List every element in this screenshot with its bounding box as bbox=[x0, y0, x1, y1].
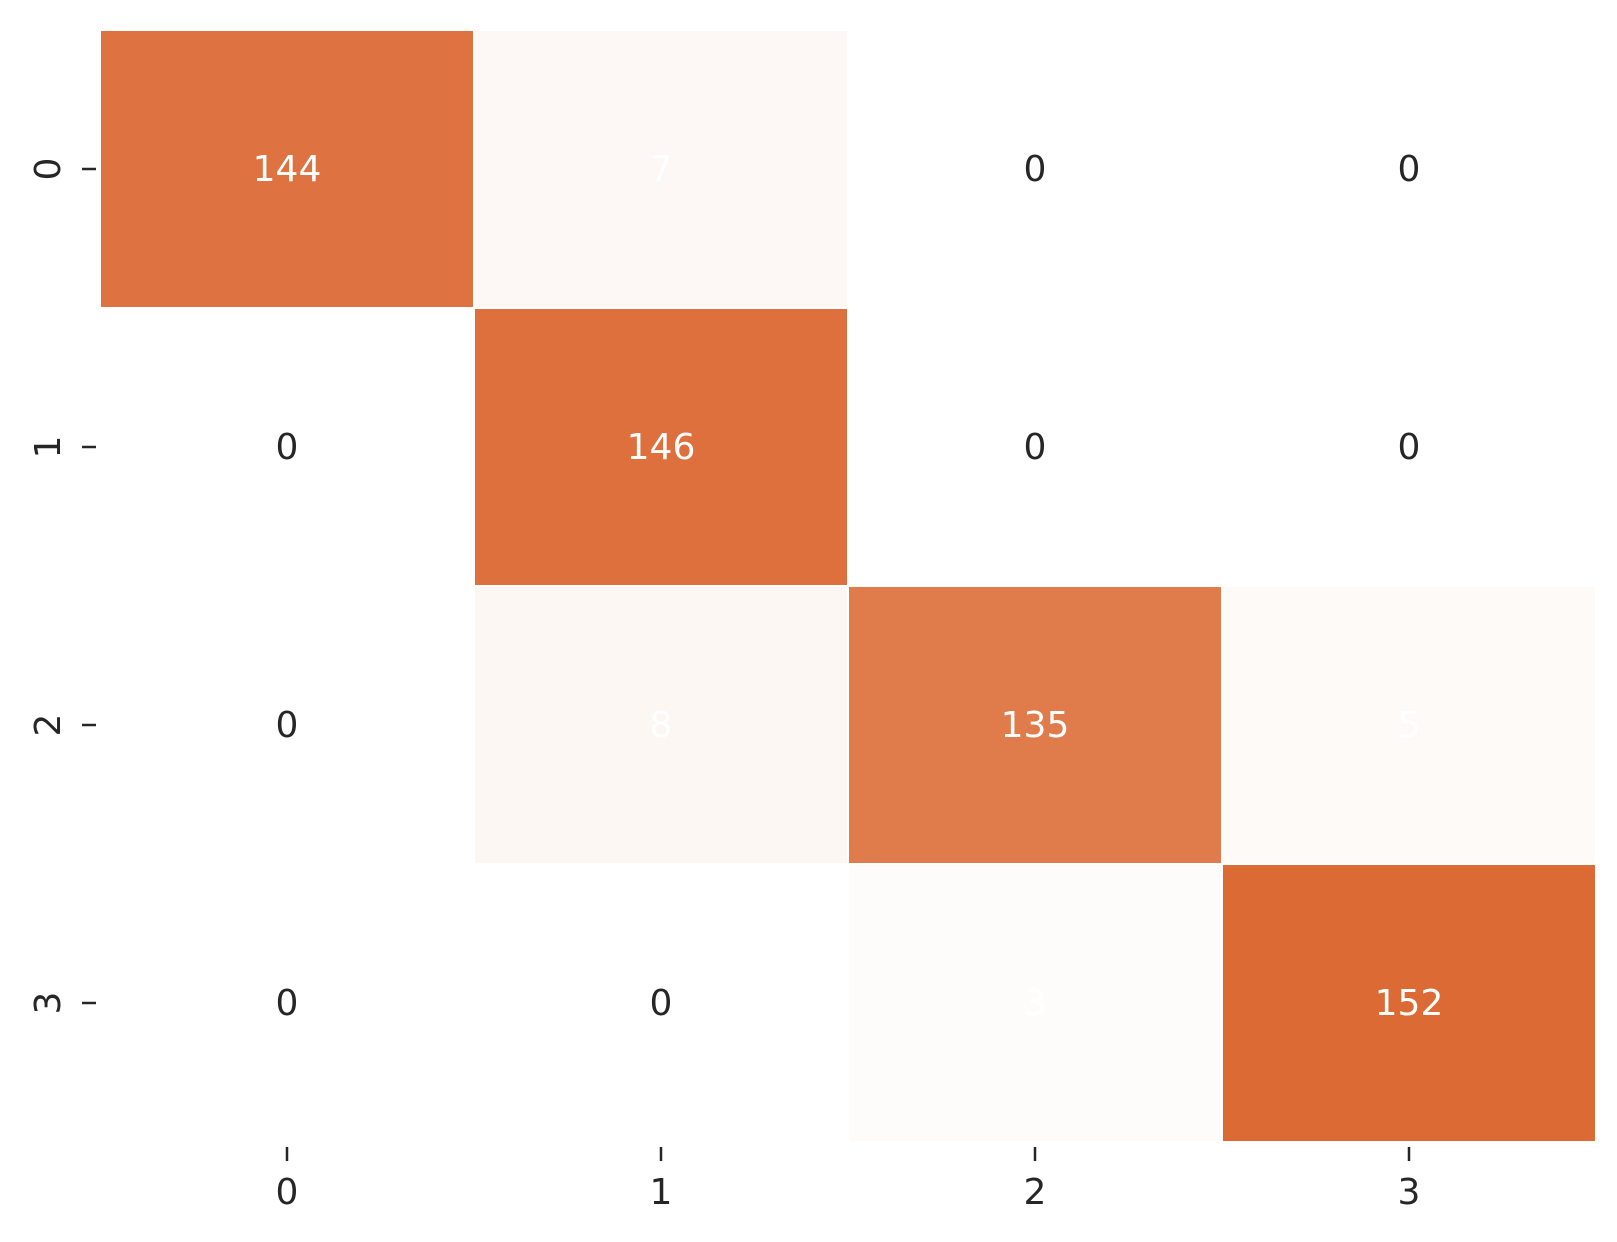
cell-label-r1-c3: 0 bbox=[1398, 427, 1421, 468]
cell-label-r2-c2: 135 bbox=[1001, 705, 1070, 746]
cell-label-r3-c3: 152 bbox=[1375, 983, 1444, 1024]
x-tick-label-2: 2 bbox=[1024, 1172, 1047, 1213]
cell-label-r2-c3: 5 bbox=[1398, 705, 1421, 746]
cell-label-r0-c2: 0 bbox=[1024, 149, 1047, 190]
heatmap-cell-r2-c3 bbox=[1223, 587, 1595, 863]
cell-label-r2-c0: 0 bbox=[276, 705, 299, 746]
cell-label-r3-c2: 3 bbox=[1024, 983, 1047, 1024]
heatmap-cell-r1-c0 bbox=[101, 309, 473, 585]
heatmap-cell-r3-c3 bbox=[1223, 865, 1595, 1141]
y-tick-label-3: 3 bbox=[28, 992, 69, 1015]
cell-label-r1-c2: 0 bbox=[1024, 427, 1047, 468]
cell-label-r0-c3: 0 bbox=[1398, 149, 1421, 190]
cell-annotations: 144 7 0 0 0 146 0 0 0 8 135 5 0 0 3 152 bbox=[253, 149, 1444, 1024]
heatmap-cell-r3-c1 bbox=[475, 865, 847, 1141]
y-axis: 0 1 2 3 bbox=[28, 158, 96, 1015]
heatmap-cell-r3-c2 bbox=[849, 865, 1221, 1141]
heatmap-cell-r1-c1 bbox=[475, 309, 847, 585]
heatmap-cell-r0-c2 bbox=[849, 31, 1221, 307]
x-tick-label-1: 1 bbox=[650, 1172, 673, 1213]
heatmap-cell-r0-c1 bbox=[475, 31, 847, 307]
heatmap-cell-r0-c0 bbox=[101, 31, 473, 307]
cell-label-r0-c0: 144 bbox=[253, 149, 322, 190]
x-axis: 0 1 2 3 bbox=[276, 1147, 1421, 1213]
heatmap-cell-r2-c2 bbox=[849, 587, 1221, 863]
heatmap-cell-r2-c0 bbox=[101, 587, 473, 863]
y-tick-label-0: 0 bbox=[28, 158, 69, 181]
cell-label-r1-c1: 146 bbox=[627, 427, 696, 468]
y-tick-label-1: 1 bbox=[28, 436, 69, 459]
x-tick-label-0: 0 bbox=[276, 1172, 299, 1213]
cell-label-r0-c1: 7 bbox=[650, 149, 673, 190]
heatmap-cell-r1-c2 bbox=[849, 309, 1221, 585]
cell-label-r3-c0: 0 bbox=[276, 983, 299, 1024]
y-tick-label-2: 2 bbox=[28, 714, 69, 737]
heatmap-cell-r2-c1 bbox=[475, 587, 847, 863]
heatmap-cell-r3-c0 bbox=[101, 865, 473, 1141]
x-tick-label-3: 3 bbox=[1398, 1172, 1421, 1213]
heatmap-cells bbox=[101, 31, 1595, 1141]
cell-label-r2-c1: 8 bbox=[650, 705, 673, 746]
cell-label-r1-c0: 0 bbox=[276, 427, 299, 468]
cell-label-r3-c1: 0 bbox=[650, 983, 673, 1024]
heatmap-cell-r1-c3 bbox=[1223, 309, 1595, 585]
heatmap-cell-r0-c3 bbox=[1223, 31, 1595, 307]
